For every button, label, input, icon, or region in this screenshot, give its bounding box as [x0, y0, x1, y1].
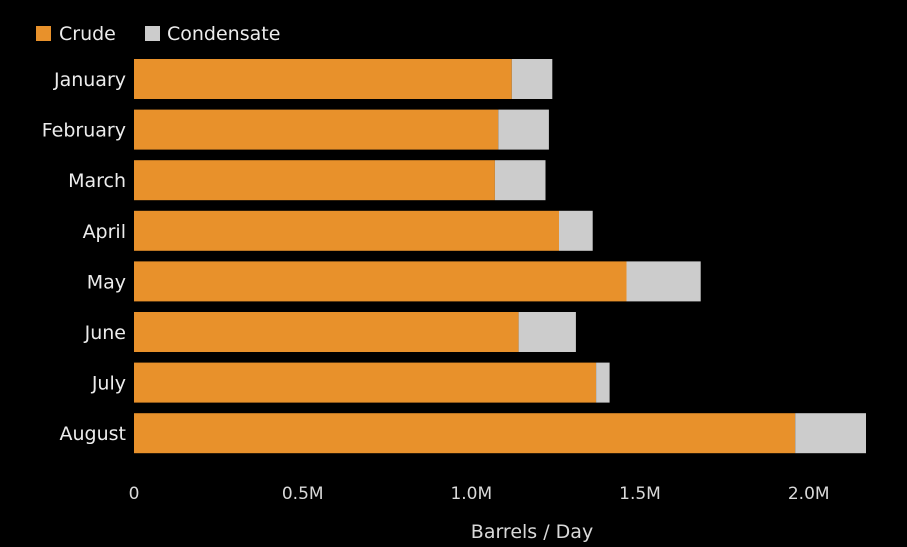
bar-condensate-august [795, 413, 866, 454]
x-tick-label: 1.0M [450, 484, 492, 504]
bar-crude-february [134, 109, 499, 150]
legend: Crude Condensate [36, 23, 280, 45]
bar-condensate-june [518, 312, 576, 352]
x-tick-label: 1.5M [619, 484, 661, 504]
bar-crude-april [134, 210, 559, 251]
category-label-february: February [42, 120, 126, 142]
x-axis-ticks: 0 0.5M 1.0M 1.5M 2.0M [129, 484, 830, 504]
category-label-june: June [84, 322, 126, 344]
category-label-january: January [53, 69, 126, 91]
bar-crude-january [134, 59, 512, 99]
bar-condensate-february [498, 109, 549, 150]
category-label-may: May [87, 271, 126, 293]
category-label-july: July [91, 373, 126, 395]
category-label-august: August [60, 423, 127, 445]
x-axis-title: Barrels / Day [471, 521, 593, 543]
bar-condensate-may [626, 261, 701, 302]
legend-label-crude: Crude [59, 23, 116, 45]
bar-condensate-july [596, 362, 610, 403]
category-labels: January February March April May June July Augu… [42, 69, 126, 445]
legend-swatch-crude [36, 26, 51, 41]
x-tick-label: 0.5M [282, 484, 324, 504]
bar-crude-march [134, 160, 495, 201]
legend-label-condensate: Condensate [167, 23, 280, 45]
bar-crude-may [134, 261, 627, 302]
bar-condensate-april [559, 210, 593, 251]
category-label-april: April [83, 221, 126, 243]
bar-crude-july [134, 362, 597, 403]
bars-group [134, 59, 866, 454]
x-tick-label: 0 [129, 484, 140, 504]
legend-swatch-condensate [145, 26, 160, 41]
bar-crude-june [134, 312, 519, 352]
bar-crude-august [134, 413, 796, 454]
bar-condensate-january [511, 59, 553, 99]
bar-condensate-march [494, 160, 546, 201]
category-label-march: March [68, 170, 126, 192]
x-tick-label: 2.0M [788, 484, 830, 504]
